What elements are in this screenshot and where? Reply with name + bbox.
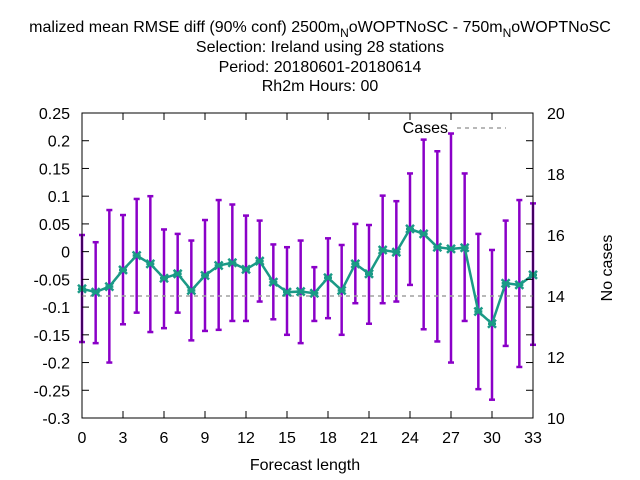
x-tick-label: 30 [483,430,501,447]
y-tick-label: 0 [61,245,70,262]
legend: Cases [403,120,506,137]
data-point [172,268,183,279]
data-point [227,257,238,268]
data-point [131,250,142,261]
y-tick-label: 0.2 [48,134,70,151]
data-point [200,270,210,281]
chart-title: malized mean RMSE diff (90% conf) 2500mN… [29,19,611,95]
x-axis-label: Forecast length [250,457,360,474]
y-tick-label: -0.15 [34,328,71,345]
data-point [336,285,347,296]
series-polyline [81,227,534,326]
data-point [241,264,251,275]
series-line [81,227,534,326]
y2-tick-label: 14 [547,289,565,306]
y-axis-ticks: -0.3 -0.25 -0.2 -0.15 -0.1 -0.05 0 0.05 0.1 0.15 0… [34,106,533,428]
y-tick-label: 0.25 [39,106,70,123]
data-point [459,242,470,253]
x-tick-label: 0 [78,430,87,447]
y2-axis-ticks: 10 12 14 16 18 20 [547,106,565,428]
data-point [268,277,279,288]
data-point [159,273,169,284]
x-tick-label: 18 [319,430,337,447]
data-point [446,243,456,254]
y-tick-label: 0.05 [39,217,70,234]
y2-tick-label: 12 [547,350,565,367]
data-point [473,306,484,317]
legend-label-cases: Cases [403,120,448,137]
data-point [514,280,525,290]
title-line-1: malized mean RMSE diff (90% conf) 2500mN… [29,19,611,40]
x-tick-label: 15 [278,430,296,447]
title-segment: oWOPTNoSC - 750m [349,19,503,36]
y-tick-label: -0.25 [34,383,71,400]
y2-axis-label: No cases [599,235,616,302]
data-point [418,229,429,239]
data-point [118,265,128,275]
data-point [309,288,320,299]
y-tick-label: 0.1 [48,189,70,206]
title-line-2: Selection: Ireland using 28 stations [196,39,444,56]
data-point [391,247,402,258]
data-point [377,245,388,255]
data-point [145,258,156,269]
y-tick-label: -0.3 [42,411,70,428]
data-point [104,281,115,292]
x-tick-label: 24 [401,430,419,447]
x-axis-ticks: 0 3 6 9 12 15 18 21 24 27 30 33 [78,113,542,447]
y-tick-label: -0.1 [42,300,70,317]
plot-frame [81,112,534,419]
title-segment: malized mean RMSE diff (90% conf) 2500m [29,19,340,36]
y-tick-label: -0.05 [34,272,71,289]
data-point [90,287,101,298]
data-point [254,256,265,266]
x-tick-label: 12 [237,430,255,447]
x-tick-label: 9 [201,430,210,447]
data-point [282,287,292,298]
data-point [213,260,224,271]
title-subscript: N [503,26,512,40]
title-segment: oWOPTNoSC [511,19,611,36]
data-point [323,272,333,283]
y2-tick-label: 18 [547,167,565,184]
y-tick-label: 0.15 [39,161,70,178]
data-point [500,278,511,289]
data-point [350,258,361,269]
x-tick-label: 21 [360,430,378,447]
x-tick-label: 27 [442,430,460,447]
data-point [432,242,443,253]
data-point [186,285,197,296]
title-line-4: Rh2m Hours: 00 [262,78,379,95]
x-tick-label: 6 [160,430,169,447]
data-point [405,224,415,234]
y2-tick-label: 20 [547,106,565,123]
data-point [295,286,306,297]
series-markers [77,224,538,329]
data-point [487,318,497,329]
data-point [364,268,374,279]
title-subscript: N [340,26,349,40]
x-tick-label: 33 [524,430,542,447]
x-tick-label: 3 [119,430,128,447]
y2-tick-label: 16 [547,228,565,245]
y-tick-label: -0.2 [42,356,70,373]
title-line-3: Period: 20180601-20180614 [219,59,422,76]
y2-tick-label: 10 [547,411,565,428]
